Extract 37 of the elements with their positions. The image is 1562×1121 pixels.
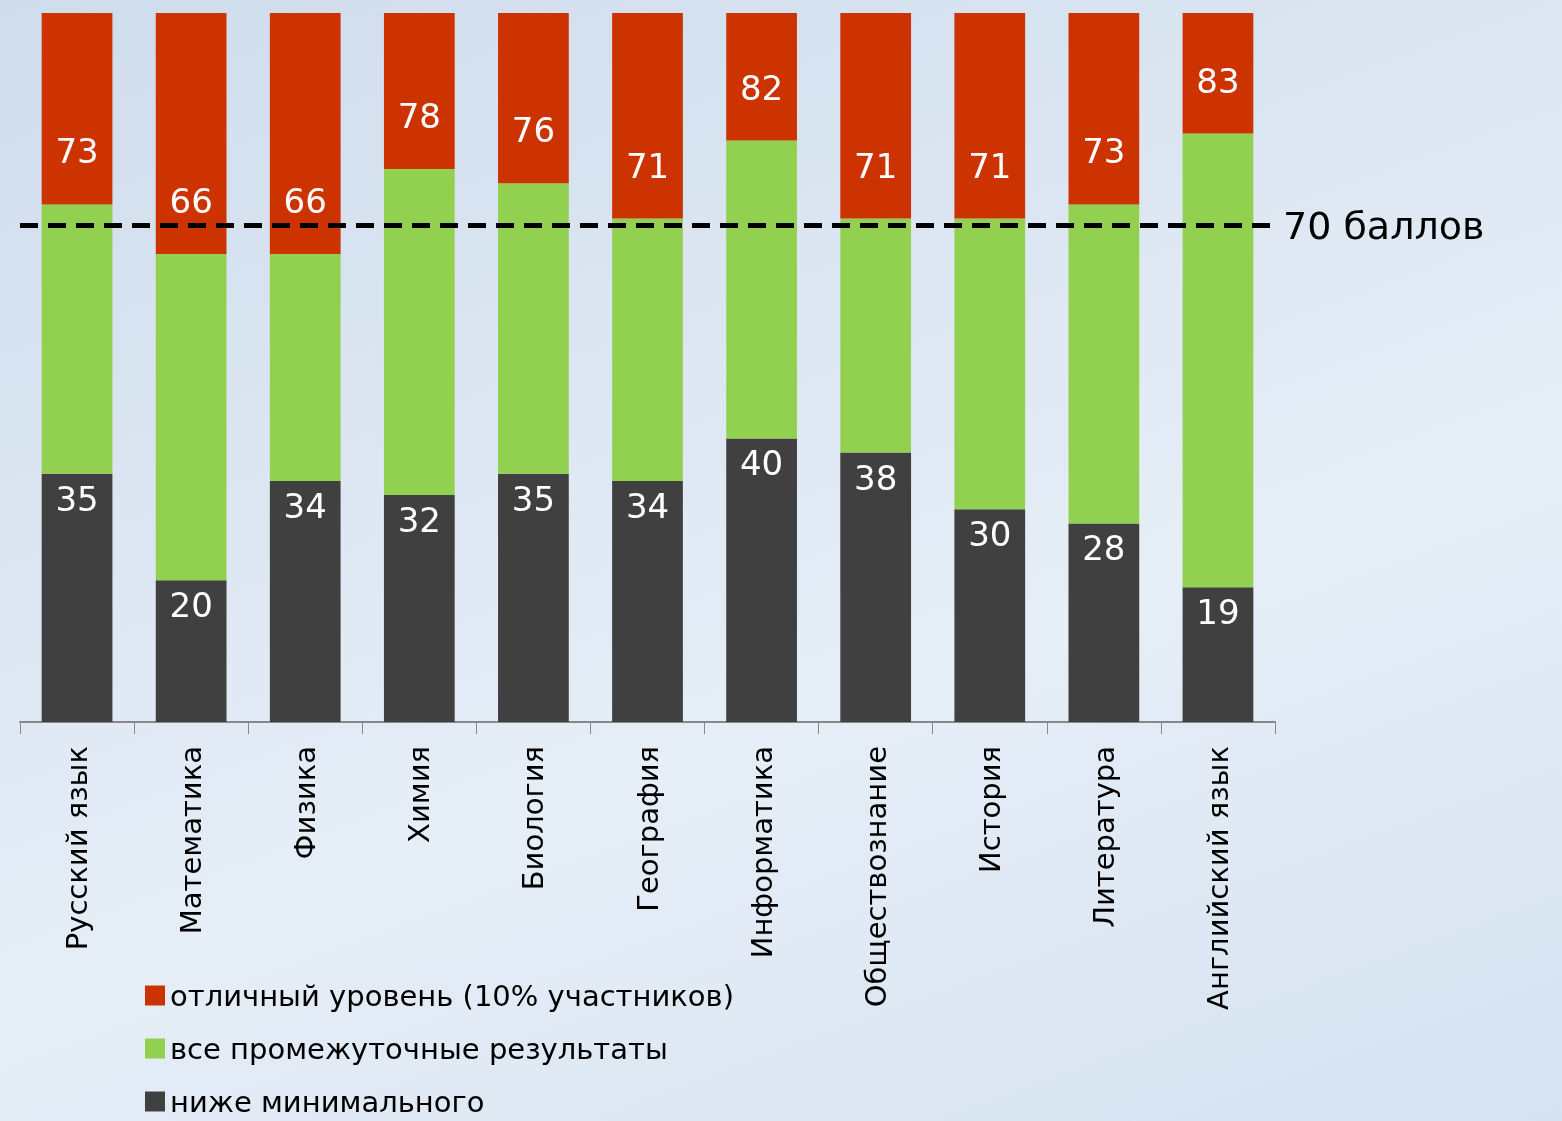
annotation: 76	[511, 110, 556, 151]
ref-line-label: 70 баллов	[1283, 203, 1485, 248]
data-label: 38	[854, 457, 898, 498]
annotation: 83	[1196, 60, 1240, 101]
x-tick-label: Русский язык	[60, 746, 95, 951]
x-tick-label: Литература	[1086, 746, 1121, 928]
data-label: 35	[55, 478, 99, 519]
legend-label: отличный уровень (10% участников)	[170, 978, 734, 1013]
data-label: 40	[739, 443, 784, 484]
data-label: 32	[397, 500, 441, 541]
annotation: 66	[169, 181, 213, 222]
data-label: 20	[169, 585, 213, 626]
x-tick-label: Математика	[174, 746, 209, 935]
x-tick-label: География	[630, 746, 665, 912]
x-tick-label: Физика	[288, 746, 323, 860]
x-tick-label: Информатика	[744, 746, 779, 959]
x-tick-label: Обществознание	[858, 746, 893, 1008]
data-label: 35	[511, 478, 556, 519]
annotation: 73	[1082, 131, 1126, 172]
annotation: 66	[283, 181, 327, 222]
annotation: 78	[397, 95, 441, 136]
x-tick-label: Биология	[516, 746, 551, 891]
data-label: 34	[625, 485, 670, 526]
legend-label: все промежуточные результаты	[170, 1031, 668, 1066]
annotation: 71	[625, 145, 670, 186]
data-label: 19	[1196, 592, 1240, 633]
x-tick-label: История	[972, 746, 1007, 873]
data-label: 30	[968, 514, 1012, 555]
x-tick-label: Химия	[402, 746, 437, 843]
annotation: 71	[854, 145, 898, 186]
x-tick-label: Английский язык	[1200, 746, 1235, 1010]
annotation: 71	[968, 145, 1012, 186]
annotation: 73	[55, 131, 99, 172]
data-label: 34	[283, 485, 327, 526]
data-label: 28	[1082, 528, 1126, 569]
legend-label: ниже минимального	[170, 1084, 485, 1119]
annotation: 82	[739, 67, 784, 108]
